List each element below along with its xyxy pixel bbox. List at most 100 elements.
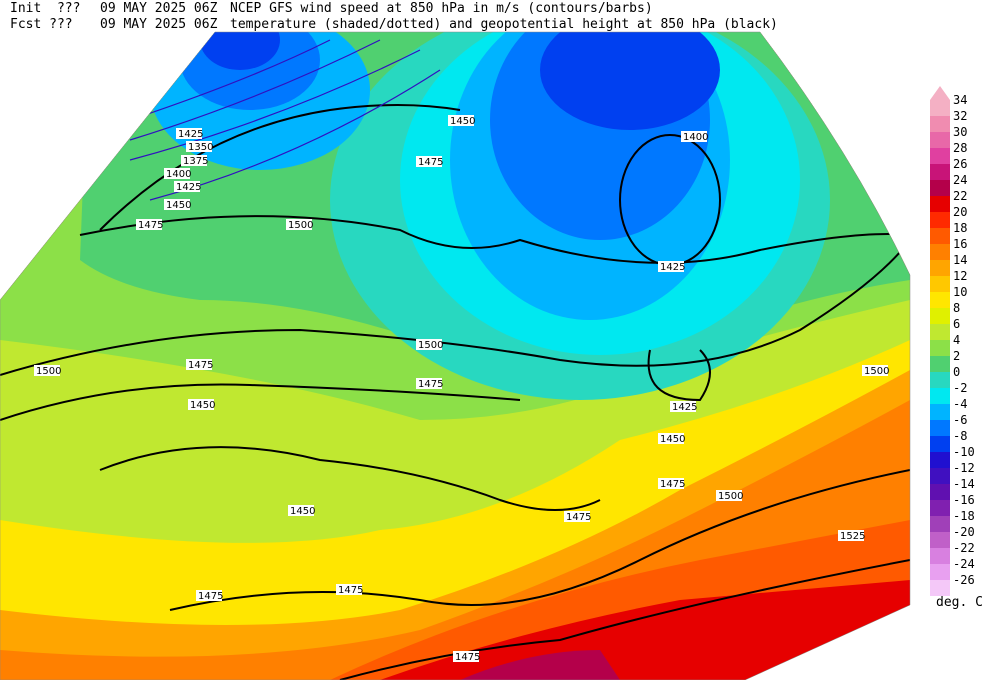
colorbar-label: 24	[953, 173, 967, 187]
colorbar-swatch	[930, 580, 950, 596]
colorbar-swatch	[930, 372, 950, 388]
colorbar-swatch	[930, 228, 950, 244]
colorbar-swatch	[930, 404, 950, 420]
colorbar-label: 8	[953, 301, 960, 315]
label-box	[181, 155, 207, 166]
colorbar-label: -18	[953, 509, 975, 523]
colorbar-swatch	[930, 516, 950, 532]
height-label: 1425	[672, 402, 697, 413]
height-label: 1400	[683, 132, 708, 143]
colorbar-label: 18	[953, 221, 967, 235]
fcst-time: 09 MAY 2025 06Z	[100, 17, 218, 32]
map-border	[0, 31, 911, 681]
label-box	[453, 651, 479, 662]
colorbar-swatch	[930, 180, 950, 196]
colorbar-label: -20	[953, 525, 975, 539]
colorbar-label: 14	[953, 253, 967, 267]
label-box	[34, 365, 60, 376]
label-box	[196, 590, 222, 601]
colorbar-swatch	[930, 292, 950, 308]
height-contours	[0, 104, 910, 680]
colorbar-label: -4	[953, 397, 967, 411]
height-label: 1400	[166, 169, 191, 180]
title-line2: temperature (shaded/dotted) and geopoten…	[230, 17, 778, 32]
colorbar-label: 12	[953, 269, 967, 283]
colorbar-label: -24	[953, 557, 975, 571]
height-label: 1475	[418, 157, 443, 168]
colorbar-swatch	[930, 452, 950, 468]
height-label: 1450	[450, 116, 475, 127]
colorbar-swatch	[930, 196, 950, 212]
colorbar-swatch	[930, 388, 950, 404]
colorbar-label: -16	[953, 493, 975, 507]
height-label: 1475	[566, 512, 591, 523]
fcst-label: Fcst ???	[10, 17, 73, 32]
colorbar-label: 6	[953, 317, 960, 331]
colorbar-swatch	[930, 148, 950, 164]
init-time: 09 MAY 2025 06Z	[100, 1, 218, 16]
label-box	[288, 505, 314, 516]
colorbar-swatch	[930, 260, 950, 276]
colorbar-label: 22	[953, 189, 967, 203]
colorbar-swatch	[930, 100, 950, 116]
height-label: 1425	[178, 129, 203, 140]
height-label: 1475	[188, 360, 213, 371]
height-label: 1425	[176, 182, 201, 193]
colorbar-label: 4	[953, 333, 960, 347]
temp-band	[200, 32, 280, 70]
label-box	[186, 141, 212, 152]
colorbar-label: 32	[953, 109, 967, 123]
init-label: Init ???	[10, 1, 80, 16]
colorbar-label: -26	[953, 573, 975, 587]
colorbar-swatch	[930, 548, 950, 564]
colorbar-label: 28	[953, 141, 967, 155]
colorbar-label: -8	[953, 429, 967, 443]
colorbar-label: -22	[953, 541, 975, 555]
colorbar-swatch	[930, 564, 950, 580]
label-box	[164, 199, 190, 210]
colorbar-label: -6	[953, 413, 967, 427]
colorbar-label: -14	[953, 477, 975, 491]
colorbar-swatch	[930, 468, 950, 484]
colorbar-label: 16	[953, 237, 967, 251]
colorbar-label: 10	[953, 285, 967, 299]
colorbar-label: 0	[953, 365, 960, 379]
height-label: 1425	[660, 262, 685, 273]
hot-area	[460, 650, 620, 680]
colorbar-label: 34	[953, 93, 967, 107]
label-box	[862, 365, 888, 376]
height-label: 1475	[198, 591, 223, 602]
title-line1: NCEP GFS wind speed at 850 hPa in m/s (c…	[230, 1, 653, 16]
label-box	[416, 339, 442, 350]
height-label: 1450	[190, 400, 215, 411]
colorbar-swatch	[930, 244, 950, 260]
colorbar-swatch	[930, 276, 950, 292]
colorbar-label: -12	[953, 461, 975, 475]
colorbar-label: -2	[953, 381, 967, 395]
height-label: 1350	[188, 142, 213, 153]
height-label: 1450	[166, 200, 191, 211]
height-label: 1500	[864, 366, 889, 377]
label-box	[174, 181, 200, 192]
label-box	[286, 219, 312, 230]
label-box	[658, 478, 684, 489]
colorbar-swatch	[930, 340, 950, 356]
label-box	[136, 219, 162, 230]
label-box	[658, 261, 684, 272]
height-label: 1475	[338, 585, 363, 596]
colorbar-label: 2	[953, 349, 960, 363]
label-box	[336, 584, 362, 595]
height-label: 1475	[660, 479, 685, 490]
label-box	[188, 399, 214, 410]
label-box	[186, 359, 212, 370]
colorbar-swatch	[930, 420, 950, 436]
colorbar-swatch	[930, 356, 950, 372]
height-label: 1500	[36, 366, 61, 377]
colorbar-swatch	[930, 500, 950, 516]
colorbar-swatch	[930, 212, 950, 228]
height-label: 1475	[455, 652, 480, 663]
label-box	[416, 156, 442, 167]
label-box	[416, 378, 442, 389]
label-box	[658, 433, 684, 444]
height-label: 1450	[290, 506, 315, 517]
